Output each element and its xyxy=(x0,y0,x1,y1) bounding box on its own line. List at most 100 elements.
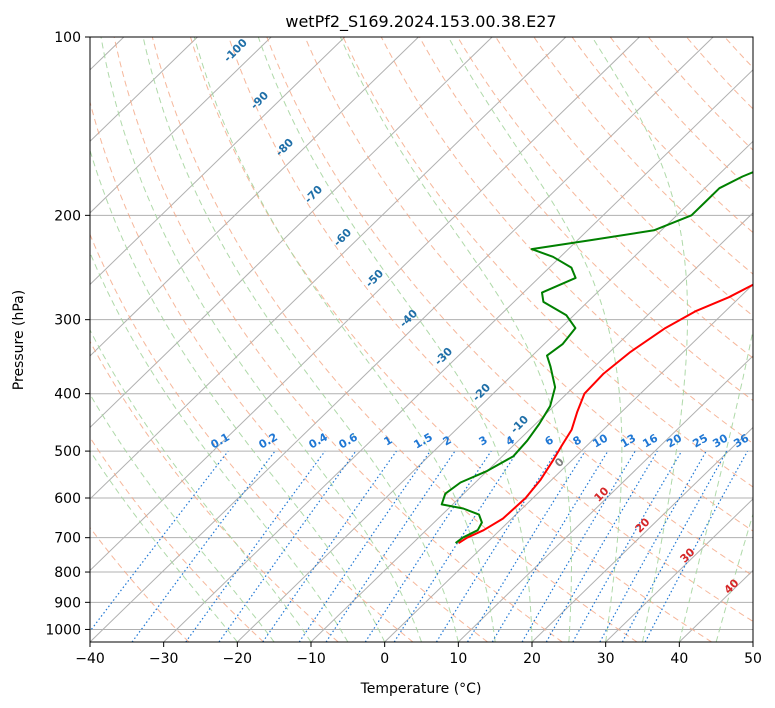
dry-adiabat-line xyxy=(90,436,264,642)
mixing-ratio-label: 0.4 xyxy=(307,430,331,451)
dry-adiabat-label: -90 xyxy=(248,89,271,112)
temperature-profile xyxy=(457,283,753,544)
mixing-ratio-label: 13 xyxy=(618,432,638,451)
x-tick-label: 0 xyxy=(380,651,389,667)
x-tick-label: 30 xyxy=(597,651,615,667)
x-axis-ticks: −40 −30 −20 −10 0 10 20 30 40 50 xyxy=(75,642,762,667)
dry-adiabat-line xyxy=(90,340,339,642)
mixing-ratio-line xyxy=(325,450,456,642)
moist-adiabat-line xyxy=(591,37,688,642)
mixing-ratio-label: 10 xyxy=(590,431,610,450)
moist-adiabat-label: 40 xyxy=(722,576,742,596)
mixing-ratio-line xyxy=(393,450,519,642)
dry-adiabat-label: -40 xyxy=(397,307,420,330)
dry-adiabat-line xyxy=(190,37,712,642)
mixing-ratio-line xyxy=(298,450,431,642)
mixing-ratio-label: 0.2 xyxy=(257,430,280,451)
mixing-ratio-line xyxy=(364,450,492,642)
dry-adiabat-line xyxy=(342,37,753,488)
mixing-ratio-line xyxy=(262,450,397,642)
mixing-ratio-line xyxy=(644,450,749,642)
moist-adiabat-line xyxy=(715,512,753,642)
mixing-ratio-line xyxy=(545,450,658,642)
isotherm-line xyxy=(531,426,753,642)
dry-adiabat-line xyxy=(571,37,753,234)
x-tick-label: −10 xyxy=(296,651,326,667)
moist-adiabat-line xyxy=(100,37,422,642)
x-tick-label: 50 xyxy=(744,651,762,667)
dry-adiabat-line xyxy=(90,100,488,642)
dry-adiabat-line xyxy=(151,37,638,642)
moist-adiabat-line xyxy=(193,37,496,642)
dry-adiabat-label: -80 xyxy=(273,136,296,159)
dry-adiabat-line xyxy=(724,37,753,69)
mixing-ratio-line xyxy=(466,450,586,642)
dry-adiabat-line xyxy=(266,37,753,577)
dry-adiabat-label: -30 xyxy=(432,345,455,368)
y-axis-label: Pressure (hPa) xyxy=(11,290,27,390)
moist-adiabat-line xyxy=(90,450,238,642)
isotherm-line xyxy=(90,37,346,286)
sounding-lines xyxy=(440,171,753,544)
moist-adiabat-line xyxy=(90,328,312,642)
y-tick-label: 300 xyxy=(54,313,81,329)
mixing-ratio-line xyxy=(621,450,728,642)
mixing-ratio-label: 1.5 xyxy=(412,430,435,451)
y-tick-label: 100 xyxy=(54,30,81,46)
mixing-ratio-label: 2 xyxy=(441,433,454,448)
moist-adiabat-label: 20 xyxy=(633,515,653,535)
moist-adiabat-line xyxy=(678,328,753,642)
mixing-ratio-label: 3 xyxy=(477,433,490,448)
isotherm-line xyxy=(90,37,198,143)
mixing-ratio-line xyxy=(521,450,636,642)
x-axis-label: Temperature (°C) xyxy=(360,681,482,697)
mixing-ratio-label: 20 xyxy=(664,431,684,450)
y-tick-label: 500 xyxy=(54,444,81,460)
y-tick-label: 900 xyxy=(54,595,81,611)
y-tick-label: 1000 xyxy=(45,622,81,638)
y-tick-label: 600 xyxy=(54,491,81,507)
background-lines xyxy=(90,37,775,642)
mixing-ratio-label: 8 xyxy=(571,433,584,448)
line-labels: -100-90-80-70-60-50-40-30-20-100.1 0.2 0.4… xyxy=(209,36,752,597)
x-tick-label: −20 xyxy=(223,651,253,667)
moist-adiabat-line xyxy=(447,37,623,642)
x-tick-label: 40 xyxy=(670,651,688,667)
mixing-ratio-line xyxy=(90,450,229,633)
moist-adiabat-line xyxy=(90,148,386,642)
dry-adiabat-line xyxy=(647,37,753,151)
dry-adiabat-line xyxy=(495,37,753,317)
y-tick-label: 400 xyxy=(54,387,81,403)
mixing-ratio-line xyxy=(218,450,357,642)
dry-adiabat-label: -100 xyxy=(221,36,250,65)
isotherm-line xyxy=(90,37,272,214)
mixing-ratio-label: 25 xyxy=(690,432,710,451)
mixing-ratio-line xyxy=(572,450,683,642)
isotherm-line xyxy=(90,37,419,357)
moist-adiabat-label: 30 xyxy=(678,545,698,565)
dewpoint-profile xyxy=(440,171,753,544)
mixing-ratio-line xyxy=(131,450,276,642)
dry-adiabat-line xyxy=(228,37,753,622)
isotherm-line xyxy=(90,37,567,500)
isotherm-line xyxy=(163,69,753,642)
x-tick-label: 10 xyxy=(449,651,467,667)
moist-adiabat-line xyxy=(90,251,349,642)
mixing-ratio-label: 0.1 xyxy=(209,430,232,451)
dry-adiabat-label: -20 xyxy=(470,381,493,404)
mixing-ratio-line xyxy=(599,450,707,642)
mixing-ratio-line xyxy=(185,450,326,642)
isotherm-line xyxy=(90,37,493,429)
y-tick-label: 700 xyxy=(54,531,81,547)
isotherm-line xyxy=(605,498,753,642)
x-tick-label: 20 xyxy=(523,651,541,667)
dry-adiabat-line xyxy=(90,233,414,642)
plot-frame xyxy=(89,36,754,643)
mixing-ratio-label: 6 xyxy=(543,433,556,448)
isotherm-line xyxy=(310,212,753,642)
x-tick-label: −40 xyxy=(75,651,105,667)
y-axis-ticks: 100 200 300 400 500 600 700 800 900 1000 xyxy=(45,30,90,638)
moist-adiabat-line xyxy=(257,37,533,642)
dry-adiabat-line xyxy=(763,37,775,642)
